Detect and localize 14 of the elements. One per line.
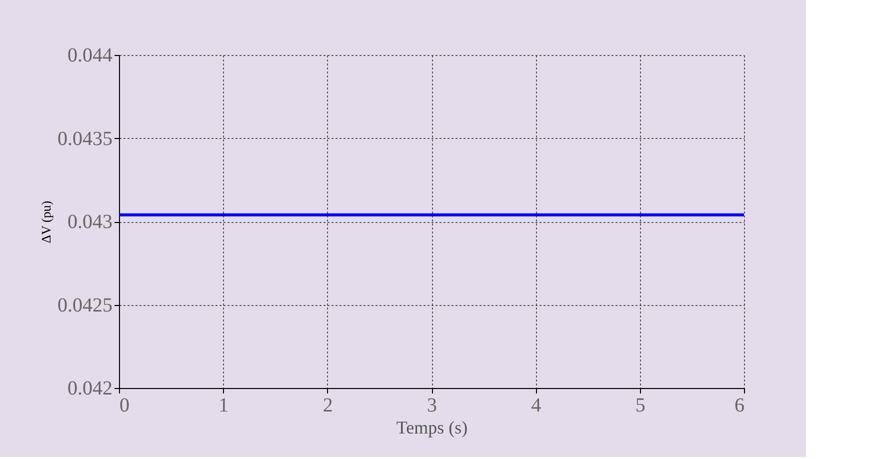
y-tick-label: 0.044 [68, 44, 112, 66]
y-axis-title: ΔV (pu) [38, 200, 54, 244]
y-tick-label: 0.0435 [58, 128, 112, 150]
y-tick-label: 0.043 [68, 211, 112, 233]
x-tick-label: 6 [734, 394, 744, 416]
x-tick-label: 4 [531, 394, 542, 416]
x-tick-label: 1 [218, 394, 229, 416]
x-tick-label: 2 [322, 394, 333, 416]
y-tick-label: 0.042 [68, 378, 112, 400]
x-tick-label: 5 [635, 394, 646, 416]
x-axis-title: Temps (s) [396, 418, 468, 438]
x-tick-label: 0 [120, 394, 130, 416]
y-tick-label: 0.0425 [58, 294, 112, 316]
x-tick-label: 3 [427, 394, 437, 416]
